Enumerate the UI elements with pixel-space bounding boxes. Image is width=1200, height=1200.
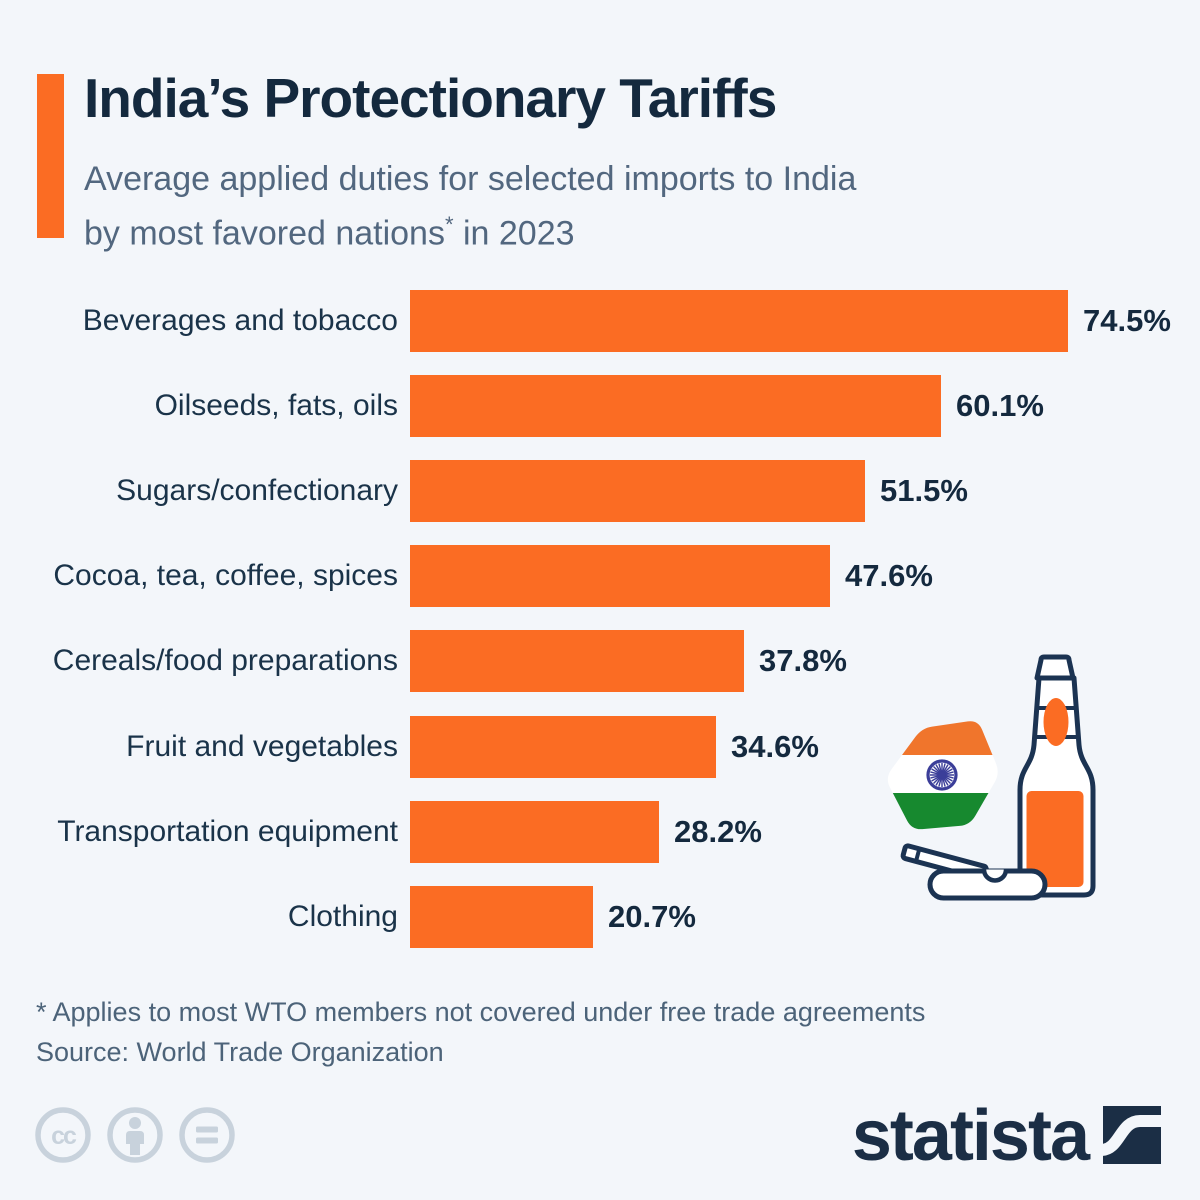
bar-value-label: 20.7%	[608, 898, 696, 934]
chart-subtitle: Average applied duties for selected impo…	[84, 156, 1144, 256]
bar-row: Fruit and vegetables 34.6%	[36, 704, 1176, 789]
no-derivatives-icon	[179, 1107, 235, 1163]
bar-value-label: 37.8%	[759, 643, 847, 679]
attribution-icon	[107, 1107, 163, 1163]
bar	[410, 800, 659, 863]
svg-text:cc: cc	[51, 1122, 77, 1150]
bar	[410, 459, 865, 522]
license-icons: cc	[34, 1106, 236, 1164]
bar-row: Cereals/food preparations 37.8%	[36, 619, 1176, 704]
bar-value-label: 47.6%	[845, 558, 933, 594]
bar	[410, 374, 941, 437]
bar-row: Clothing 20.7%	[36, 874, 1176, 959]
bottle-icon	[1017, 654, 1096, 898]
statista-logo-text: statista	[851, 1096, 1090, 1176]
bar-category-label: Cocoa, tea, coffee, spices	[53, 559, 398, 593]
bar-value-label: 60.1%	[956, 387, 1044, 423]
bar-row: Sugars/confectionary 51.5%	[36, 448, 1176, 533]
bar	[410, 545, 830, 608]
footnote-asterisk: *	[444, 212, 454, 237]
bar-row: Transportation equipment 28.2%	[36, 789, 1176, 874]
footnote-block: * Applies to most WTO members not covere…	[36, 992, 925, 1072]
india-tobacco-alcohol-illustration	[870, 640, 1130, 920]
bar-row: Oilseeds, fats, oils 60.1%	[36, 363, 1176, 448]
bar	[410, 289, 1068, 352]
bar-category-label: Oilseeds, fats, oils	[154, 388, 398, 422]
bar-value-label: 28.2%	[674, 813, 762, 849]
illustration-svg	[887, 654, 1096, 901]
accent-bar	[37, 74, 64, 238]
ashtray-icon	[900, 843, 1048, 901]
ashoka-chakra-icon	[926, 759, 958, 791]
footnote-text: * Applies to most WTO members not covere…	[36, 997, 926, 1027]
bar-category-label: Beverages and tobacco	[82, 303, 398, 337]
statista-logo: statista	[851, 1096, 1161, 1176]
bar-chart: Beverages and tobacco 74.5% Oilseeds, fa…	[36, 278, 1176, 960]
subtitle-line2-end: in 2023	[453, 214, 575, 253]
bar-row: Cocoa, tea, coffee, spices 47.6%	[36, 534, 1176, 619]
page-title: India’s Protectionary Tariffs	[84, 67, 777, 129]
bar-category-label: Transportation equipment	[57, 814, 398, 848]
creative-commons-icon: cc	[35, 1107, 91, 1163]
bar-value-label: 74.5%	[1083, 302, 1171, 338]
bar-category-label: Fruit and vegetables	[126, 729, 398, 763]
bar-category-label: Cereals/food preparations	[52, 644, 398, 678]
bar-row: Beverages and tobacco 74.5%	[36, 278, 1176, 363]
bar-value-label: 34.6%	[731, 728, 819, 764]
bar-value-label: 51.5%	[880, 472, 968, 508]
bar	[410, 885, 593, 948]
bar-category-label: Sugars/confectionary	[116, 473, 398, 507]
india-flag-icon	[887, 721, 998, 830]
bar-rows: Beverages and tobacco 74.5% Oilseeds, fa…	[36, 278, 1176, 960]
subtitle-line2: by most favored nations	[84, 214, 445, 253]
statista-logo-icon	[1103, 1106, 1161, 1164]
bar	[410, 630, 744, 693]
source-text: Source: World Trade Organization	[36, 1037, 444, 1067]
bar-category-label: Clothing	[287, 899, 398, 933]
subtitle-line1: Average applied duties for selected impo…	[84, 160, 857, 198]
bar	[410, 715, 716, 778]
